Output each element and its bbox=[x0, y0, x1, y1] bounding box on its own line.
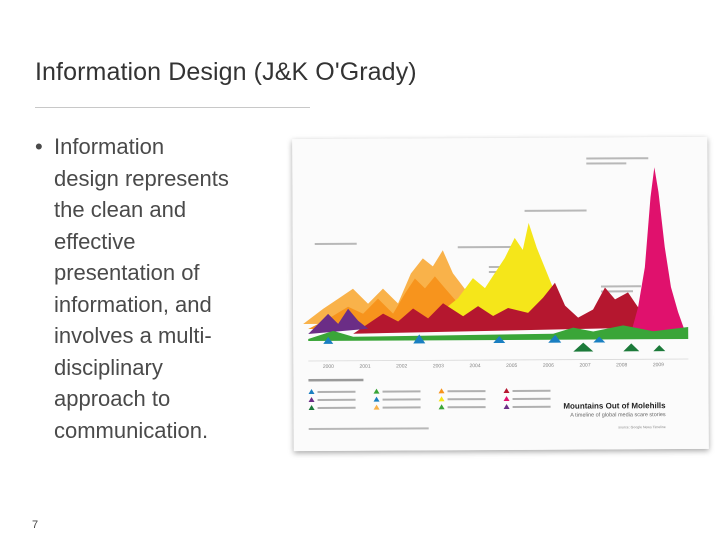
annotation-mark bbox=[600, 285, 641, 288]
year-label: 2003 bbox=[433, 363, 444, 369]
legend-rows bbox=[308, 387, 551, 411]
legend-swatch-icon bbox=[373, 388, 380, 394]
legend-label-mark bbox=[512, 389, 551, 392]
bullet-line: approach to bbox=[54, 386, 171, 411]
legend-label-mark bbox=[447, 398, 486, 401]
slide-title: Information Design (J&K O'Grady) bbox=[35, 58, 417, 86]
bullet-line: effective bbox=[54, 228, 136, 254]
legend-swatch-icon bbox=[438, 404, 445, 410]
annotation-mark bbox=[314, 242, 357, 245]
year-axis-line bbox=[308, 358, 689, 362]
bullet-line: design represents bbox=[54, 165, 229, 191]
legend-label-mark bbox=[512, 397, 551, 400]
year-label: 2005 bbox=[506, 363, 517, 369]
layer-yellow bbox=[423, 222, 576, 329]
layer-magenta bbox=[631, 167, 686, 333]
annotation-mark bbox=[586, 162, 627, 165]
year-label: 2008 bbox=[616, 362, 627, 368]
legend-swatch-icon bbox=[438, 396, 445, 402]
legend-swatch-icon bbox=[308, 404, 315, 411]
legend-label-mark bbox=[447, 390, 486, 393]
legend-swatch-icon bbox=[308, 388, 315, 395]
legend-heading-mark bbox=[308, 378, 364, 382]
year-label: 2001 bbox=[359, 364, 370, 370]
annotation-mark bbox=[600, 290, 633, 293]
legend-label-mark bbox=[512, 405, 551, 408]
mountain-layers bbox=[303, 167, 689, 352]
layer-dark-green bbox=[573, 342, 666, 352]
bullet-line: communication. bbox=[54, 417, 209, 443]
legend-swatch-icon bbox=[373, 396, 380, 402]
legend-swatch-icon bbox=[503, 387, 510, 393]
figure-title: Mountains Out of Molehills bbox=[563, 401, 666, 411]
figure-legend bbox=[308, 378, 551, 411]
bullet-marker: • bbox=[35, 134, 43, 159]
layer-purple bbox=[308, 308, 369, 335]
annotation-mark bbox=[457, 245, 513, 249]
bullet-line: Information bbox=[54, 134, 165, 159]
layer-green bbox=[308, 325, 689, 342]
slide-number: 7 bbox=[32, 519, 39, 531]
legend-label-mark bbox=[317, 398, 356, 401]
year-label: 2002 bbox=[396, 363, 407, 369]
bullet-line: presentation of bbox=[54, 260, 200, 285]
title-divider bbox=[35, 107, 310, 108]
legend-swatch-icon bbox=[308, 396, 315, 403]
legend-label-mark bbox=[317, 390, 356, 393]
legend-swatch-icon bbox=[438, 388, 445, 394]
year-labels: 2000 2001 2002 2003 2004 2005 2006 2007 2008 2009 bbox=[323, 362, 664, 370]
year-label: 2000 bbox=[323, 364, 334, 370]
footer-credit-mark bbox=[308, 427, 429, 431]
bullet-line: involves a multi- bbox=[54, 323, 212, 348]
legend-label-mark bbox=[382, 398, 421, 401]
legend-label-mark bbox=[382, 406, 421, 409]
legend-swatch-icon bbox=[503, 395, 510, 401]
bullet-text: Information design represents the clean … bbox=[54, 131, 275, 446]
annotation-mark bbox=[524, 209, 587, 212]
bullet-list: • Information design represents the clea… bbox=[35, 131, 275, 446]
year-label: 2007 bbox=[579, 363, 590, 369]
figure-source: source: Google News Timeline bbox=[618, 425, 666, 429]
mountains-molehills-figure: 2000 2001 2002 2003 2004 2005 2006 2007 2008 2009… bbox=[292, 136, 709, 452]
year-label: 2009 bbox=[653, 362, 664, 368]
bullet-line: disciplinary bbox=[54, 354, 163, 380]
bullet-line: information, and bbox=[54, 291, 212, 317]
figure-canvas: 2000 2001 2002 2003 2004 2005 2006 2007 2008 2009… bbox=[292, 136, 709, 452]
figure-subtitle: A timeline of global media scare stories bbox=[570, 412, 666, 419]
legend-swatch-icon bbox=[503, 403, 510, 409]
legend-swatch-icon bbox=[373, 404, 380, 410]
legend-label-mark bbox=[447, 406, 486, 409]
annotation-mark bbox=[586, 157, 649, 160]
legend-label-mark bbox=[317, 406, 356, 409]
bullet-line: the clean and bbox=[54, 197, 187, 222]
legend-label-mark bbox=[382, 390, 421, 393]
year-label: 2006 bbox=[543, 363, 554, 369]
year-label: 2004 bbox=[469, 363, 480, 369]
layer-crimson bbox=[353, 282, 664, 334]
